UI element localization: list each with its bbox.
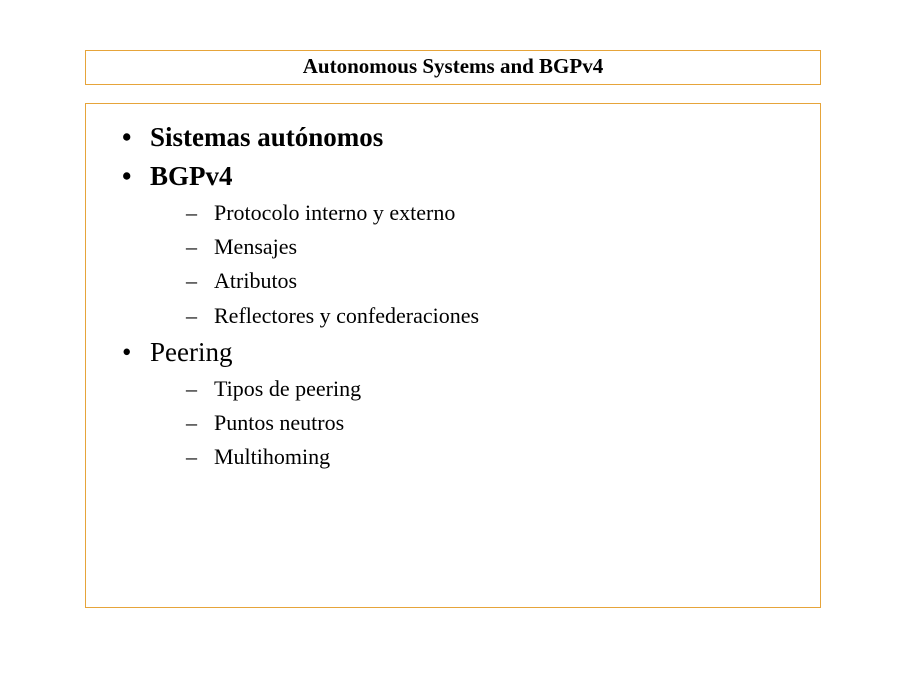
list-item-label: Atributos: [214, 268, 297, 293]
list-item-label: Multihoming: [214, 444, 330, 469]
list-item: Multihoming: [186, 440, 790, 474]
sub-list: Protocolo interno y externo Mensajes Atr…: [150, 196, 790, 332]
sub-list: Tipos de peering Puntos neutros Multihom…: [150, 372, 790, 474]
list-item: Puntos neutros: [186, 406, 790, 440]
list-item-label: Protocolo interno y externo: [214, 200, 455, 225]
list-item-label: Puntos neutros: [214, 410, 344, 435]
list-item: Tipos de peering: [186, 372, 790, 406]
list-item: Mensajes: [186, 230, 790, 264]
title-box: Autonomous Systems and BGPv4: [85, 50, 821, 85]
outline-list: Sistemas autónomos BGPv4 Protocolo inter…: [116, 118, 790, 474]
list-item-label: Reflectores y confederaciones: [214, 303, 479, 328]
list-item-label: Mensajes: [214, 234, 297, 259]
list-item: Atributos: [186, 264, 790, 298]
list-item-label: Peering: [150, 337, 232, 367]
list-item: Reflectores y confederaciones: [186, 299, 790, 333]
list-item: Peering Tipos de peering Puntos neutros …: [116, 333, 790, 474]
list-item-label: BGPv4: [150, 161, 233, 191]
list-item: Sistemas autónomos: [116, 118, 790, 157]
content-box: Sistemas autónomos BGPv4 Protocolo inter…: [85, 103, 821, 608]
list-item-label: Sistemas autónomos: [150, 122, 383, 152]
slide-title: Autonomous Systems and BGPv4: [303, 54, 603, 78]
list-item: BGPv4 Protocolo interno y externo Mensaj…: [116, 157, 790, 333]
list-item: Protocolo interno y externo: [186, 196, 790, 230]
list-item-label: Tipos de peering: [214, 376, 361, 401]
